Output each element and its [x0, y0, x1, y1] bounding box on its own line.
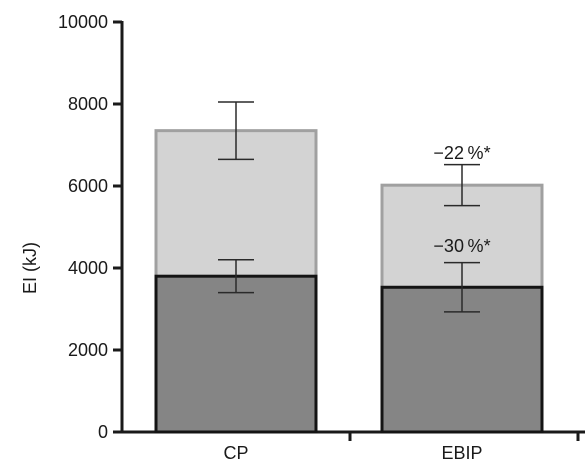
annotation-lower-change: −30 %* [433, 236, 490, 256]
x-ticks: CP EBIP [223, 432, 580, 463]
x-tick-label: EBIP [441, 443, 482, 463]
bars [154, 129, 544, 434]
y-tick-label: 10000 [58, 12, 108, 32]
bar-lower-cp [154, 274, 318, 434]
y-tick-label: 2000 [68, 340, 108, 360]
y-tick-label: 0 [98, 422, 108, 442]
y-tick-label: 6000 [68, 176, 108, 196]
y-axis-title: EI (kJ) [20, 242, 40, 294]
annotation-upper-change: −22 %* [433, 143, 490, 163]
y-tick-label: 8000 [68, 94, 108, 114]
x-tick-label: CP [223, 443, 248, 463]
error-bars [218, 101, 480, 313]
y-ticks: 0 2000 4000 6000 8000 10000 [58, 12, 122, 442]
y-tick-label: 4000 [68, 258, 108, 278]
